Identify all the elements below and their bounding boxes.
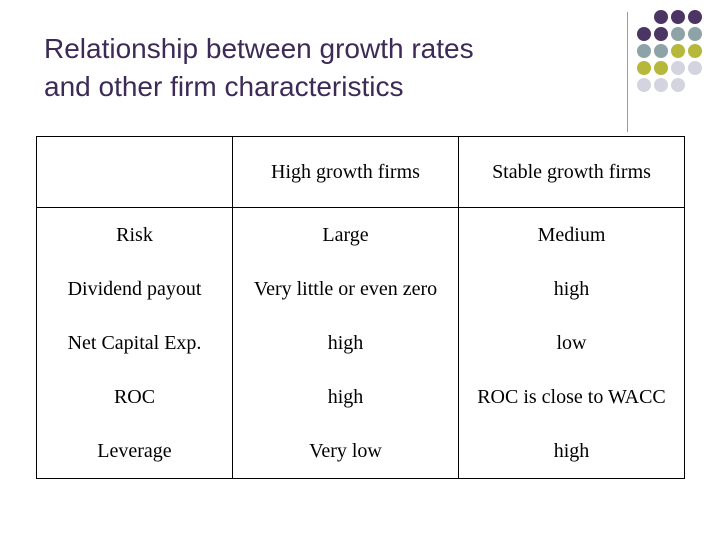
decorative-dot — [688, 61, 702, 75]
decorative-dot — [671, 78, 685, 92]
decorative-dot — [671, 61, 685, 75]
header-empty-cell — [36, 136, 233, 208]
row-label: ROC — [36, 370, 233, 424]
cell-high-growth: Large — [232, 207, 459, 262]
slide-title: Relationship between growth rates and ot… — [44, 30, 604, 106]
cell-high-growth: Very low — [232, 424, 459, 479]
header-stable-growth: Stable growth firms — [458, 136, 685, 208]
decorative-dot — [637, 27, 651, 41]
slide-title-line-1: Relationship between growth rates — [44, 33, 474, 64]
table-header-row: High growth firms Stable growth firms — [36, 136, 685, 208]
cell-high-growth: Very little or even zero — [232, 262, 459, 316]
decorative-dot-grid — [637, 10, 717, 120]
table-row: Dividend payout Very little or even zero… — [36, 262, 685, 316]
cell-stable-growth: low — [458, 316, 685, 370]
decorative-divider — [627, 12, 628, 132]
table-row: ROC high ROC is close to WACC — [36, 370, 685, 424]
decorative-dot — [654, 10, 668, 24]
cell-stable-growth: Medium — [458, 207, 685, 262]
decorative-dot — [637, 78, 651, 92]
decorative-dot — [637, 61, 651, 75]
row-label: Dividend payout — [36, 262, 233, 316]
cell-stable-growth: high — [458, 262, 685, 316]
row-label: Net Capital Exp. — [36, 316, 233, 370]
table-row: Risk Large Medium — [36, 207, 685, 262]
decorative-dot — [688, 27, 702, 41]
comparison-table: High growth firms Stable growth firms Ri… — [36, 136, 685, 479]
cell-stable-growth: ROC is close to WACC — [458, 370, 685, 424]
cell-stable-growth: high — [458, 424, 685, 479]
decorative-dot — [654, 61, 668, 75]
decorative-dot — [637, 44, 651, 58]
decorative-dot — [671, 27, 685, 41]
table-row: Net Capital Exp. high low — [36, 316, 685, 370]
decorative-dot — [654, 27, 668, 41]
row-label: Leverage — [36, 424, 233, 479]
table-row: Leverage Very low high — [36, 424, 685, 479]
cell-high-growth: high — [232, 316, 459, 370]
decorative-dot — [654, 44, 668, 58]
decorative-dot — [671, 44, 685, 58]
cell-high-growth: high — [232, 370, 459, 424]
decorative-dot — [688, 10, 702, 24]
slide-title-line-2: and other firm characteristics — [44, 71, 404, 102]
row-label: Risk — [36, 207, 233, 262]
decorative-dot — [688, 44, 702, 58]
header-high-growth: High growth firms — [232, 136, 459, 208]
decorative-dot — [671, 10, 685, 24]
decorative-dot — [654, 78, 668, 92]
